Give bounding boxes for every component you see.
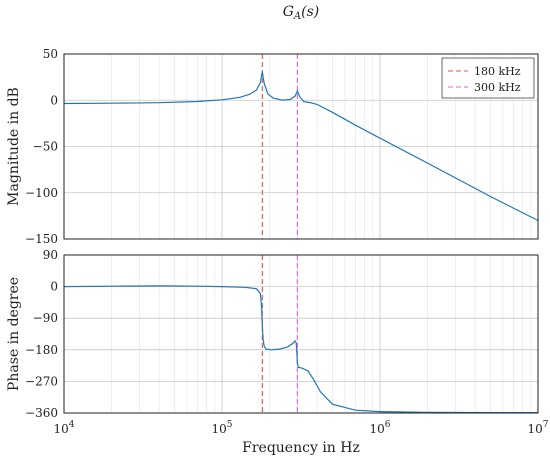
x-tick-label: 107: [527, 420, 548, 436]
phase-frequency-markers: [261, 255, 298, 413]
y-tick-label: 90: [43, 248, 58, 262]
x-tick-labels: 104 105 106 107: [53, 420, 548, 436]
phase-curve: [63, 285, 538, 414]
x-axis-label: Frequency in Hz: [242, 440, 360, 456]
legend-box: [441, 57, 535, 99]
magnitude-axes-frame: [63, 53, 539, 240]
magnitude-curve: [63, 71, 539, 222]
chart-title: GA(s): [283, 4, 320, 22]
y-tick-label: −50: [33, 140, 58, 154]
x-tick-label: 106: [369, 420, 390, 436]
magnitude-y-axis-label: Magnitude in dB: [6, 87, 22, 206]
phase-grid: [63, 254, 539, 414]
y-tick-label: −90: [33, 311, 58, 325]
y-tick-label: −360: [25, 406, 58, 420]
magnitude-y-tick-labels: −150 −100 −50 0 50: [25, 47, 58, 246]
y-tick-label: 50: [43, 47, 58, 61]
y-tick-label: −100: [25, 186, 58, 200]
legend-label: 300 kHz: [474, 81, 521, 94]
x-tick-label: 104: [53, 420, 74, 436]
phase-y-tick-labels: −360 −270 −180 −90 0 90: [25, 248, 58, 420]
y-tick-label: 0: [50, 93, 58, 107]
phase-y-axis-label: Phase in degree: [6, 277, 22, 391]
legend: 180 kHz 300 kHz: [441, 57, 535, 99]
magnitude-panel: −150 −100 −50 0 50 Magnitude in dB 180 kHz 30…: [6, 47, 539, 246]
legend-label: 180 kHz: [474, 65, 521, 78]
x-tick-label: 105: [211, 420, 232, 436]
phase-axes-frame: [63, 254, 539, 414]
y-tick-label: −270: [25, 374, 58, 388]
phase-panel: −360 −270 −180 −90 0 90 104 105 106 107 Phase in…: [6, 248, 549, 456]
y-tick-label: −180: [25, 343, 58, 357]
y-tick-label: −150: [25, 232, 58, 246]
y-tick-label: 0: [50, 280, 58, 294]
magnitude-frequency-markers: [261, 54, 298, 239]
